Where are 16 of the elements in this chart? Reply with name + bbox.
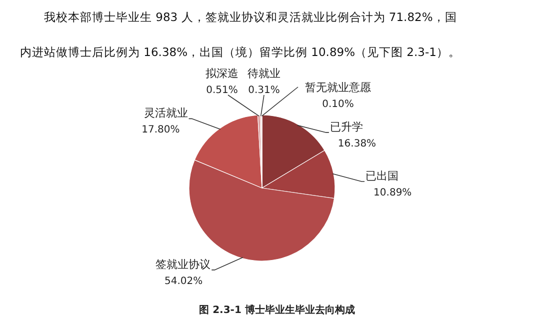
slice-label: 暂无就业意愿 xyxy=(305,81,371,94)
slice-label: 已升学 xyxy=(330,120,363,134)
data-label: 16.38% xyxy=(338,138,376,150)
slice-label: 拟深造 xyxy=(206,67,238,80)
text: 图 2.3-1 博士毕业生毕业去向构成 xyxy=(199,304,355,316)
data-label: 17.80% xyxy=(142,124,180,136)
data-label: 10.89% xyxy=(374,188,412,199)
data-label: 0.10% xyxy=(322,99,354,110)
data-label: 0.51% xyxy=(206,85,238,96)
slice-label: 待就业 xyxy=(248,67,280,80)
slice-label: 签就业协议 xyxy=(156,258,211,271)
slice-label: 已出国 xyxy=(366,170,399,183)
annotation: 我校本部博士毕业生 983 人，签就业协议和灵活就业比例合计为 71.82%，国内进站做博士后比例为 16.38%，出国（境）留学比例 10.89%（见下图 2.3-1）。 xyxy=(20,9,462,61)
data-label: 54.02% xyxy=(164,276,203,287)
data-label: 0.31% xyxy=(248,85,280,96)
slice-label: 灵活就业 xyxy=(144,106,188,120)
